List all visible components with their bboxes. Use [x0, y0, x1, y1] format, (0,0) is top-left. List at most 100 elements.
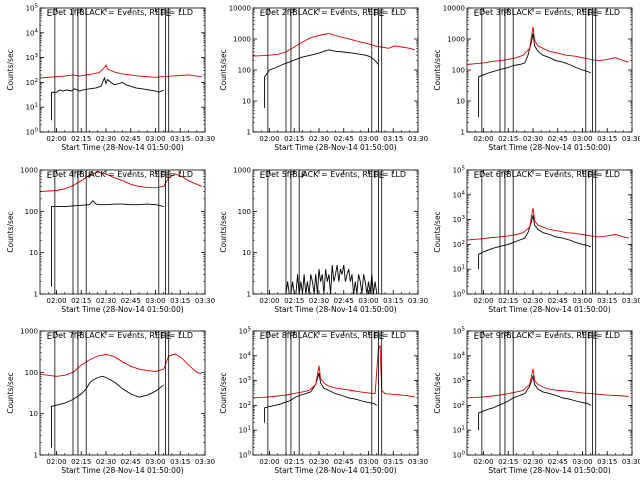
series-lld-line	[467, 207, 629, 241]
x-axis-label: Start Time (28-Nov-14 01:50:00)	[274, 466, 396, 475]
y-tick-label: 100	[452, 67, 465, 75]
series-events-line	[51, 375, 165, 448]
x-tick-label: 02:30	[96, 297, 116, 305]
y-tick-label: 104	[26, 28, 39, 37]
y-axis-label: Counts/sec	[6, 372, 15, 413]
y-tick-label: 103	[453, 376, 466, 385]
flag-label: E	[260, 332, 266, 342]
series-events-line	[51, 200, 164, 287]
detector-panel-3: E F FE 02:00 02:15 02:30 02:45 03:00 03:15 03:30 1…	[433, 5, 640, 153]
x-tick-label: 03:15	[170, 135, 190, 143]
panel-title: Det 7f BLACK = Events, RED = LLD	[52, 331, 193, 340]
flag-label: FE	[373, 171, 384, 181]
series-events-line	[285, 265, 378, 294]
y-axis-label: Counts/sec	[433, 49, 442, 90]
y-axis-label: Counts/sec	[433, 372, 442, 413]
x-axis-label: Start Time (28-Nov-14 01:50:00)	[61, 143, 183, 152]
x-tick-label: 02:00	[259, 458, 279, 466]
x-tick-label: 02:15	[284, 458, 304, 466]
x-tick-label: 03:15	[597, 297, 617, 305]
x-tick-label: 02:00	[46, 458, 66, 466]
y-tick-label: 103	[239, 376, 252, 385]
y-tick-label: 10000	[443, 5, 465, 13]
y-tick-label: 1	[247, 129, 251, 137]
y-tick-label: 10	[242, 249, 251, 257]
y-tick-label: 101	[453, 426, 465, 435]
y-tick-label: 102	[239, 401, 251, 410]
detector-panel-7: E F FE 02:00 02:15 02:30 02:45 03:00 03:15 03:30 1…	[6, 328, 215, 476]
x-tick-label: 02:30	[309, 458, 329, 466]
x-tick-label: 03:15	[170, 297, 190, 305]
plot-frame	[252, 7, 419, 133]
y-tick-label: 10	[456, 98, 465, 106]
x-tick-label: 03:00	[358, 297, 378, 305]
series-lld-line	[467, 368, 629, 399]
flag-label: F	[76, 332, 81, 342]
y-tick-label: 102	[26, 78, 38, 87]
series-events-line	[264, 49, 379, 108]
x-axis-label: Start Time (28-Nov-14 01:50:00)	[61, 305, 183, 314]
y-tick-label: 101	[453, 265, 465, 274]
series-events-line	[478, 215, 591, 270]
x-tick-label: 02:00	[473, 297, 493, 305]
x-tick-label: 03:15	[383, 458, 403, 466]
y-tick-label: 100	[453, 451, 466, 460]
flag-label: F	[76, 9, 81, 19]
flag-label: E	[474, 9, 480, 19]
x-tick-label: 02:00	[473, 135, 493, 143]
panel-title: Det 5f BLACK = Events, RED = LLD	[265, 170, 406, 179]
x-tick-label: 02:15	[71, 135, 91, 143]
x-tick-label: 02:45	[334, 458, 354, 466]
flag-label: E	[47, 171, 53, 181]
x-tick-label: 02:15	[284, 297, 304, 305]
panel-title: Det 2f BLACK = Events, RED = LLD	[265, 8, 406, 17]
x-tick-label: 02:30	[96, 135, 116, 143]
plot-frame	[252, 330, 419, 456]
y-axis-label: Counts/sec	[219, 372, 228, 413]
panel-title: Det 3f BLACK = Events, RED = LLD	[479, 8, 620, 17]
y-tick-label: 1000	[233, 167, 251, 175]
y-axis-label: Counts/sec	[433, 211, 442, 252]
x-tick-label: 02:00	[46, 135, 66, 143]
flag-label: F	[88, 171, 93, 181]
x-tick-label: 02:45	[548, 458, 568, 466]
x-tick-label: 02:45	[334, 297, 354, 305]
y-tick-label: 100	[25, 369, 38, 377]
y-tick-label: 105	[26, 4, 39, 13]
x-tick-label: 03:00	[145, 458, 165, 466]
flag-label: FE	[373, 332, 384, 342]
flag-label: E	[47, 332, 53, 342]
series-lld-line	[40, 353, 202, 377]
detector-panel-2: E F FE 02:00 02:15 02:30 02:45 03:00 03:15 03:30 1…	[219, 5, 428, 153]
y-tick-label: 100	[238, 67, 251, 75]
x-tick-label: 03:30	[408, 458, 428, 466]
series-lld-line	[253, 344, 415, 399]
series-lld-line	[467, 26, 629, 65]
panel-title: Det 8f BLACK = Events, RED = LLD	[265, 331, 406, 340]
x-tick-label: 03:15	[383, 135, 403, 143]
series-events-line	[264, 372, 378, 423]
y-tick-label: 100	[239, 451, 252, 460]
x-tick-label: 02:15	[498, 297, 518, 305]
y-tick-label: 103	[26, 53, 39, 62]
y-tick-label: 102	[453, 401, 465, 410]
x-tick-label: 03:30	[408, 297, 428, 305]
x-tick-label: 03:15	[383, 297, 403, 305]
series-events-line	[478, 33, 591, 118]
flag-label: FE	[587, 9, 598, 19]
x-tick-label: 03:00	[145, 135, 165, 143]
flag-label: FE	[160, 332, 171, 342]
detector-panel-4: E F F FE 02:00 02:15 02:30 02:45 03:00 03:15 03:30…	[6, 167, 215, 315]
y-tick-label: 10	[29, 410, 38, 418]
panel-title: Det 6f BLACK = Events, RED = LLD	[479, 170, 620, 179]
x-axis-label: Start Time (28-Nov-14 01:50:00)	[274, 143, 396, 152]
x-tick-label: 03:15	[597, 458, 617, 466]
x-axis-label: Start Time (28-Nov-14 01:50:00)	[274, 305, 396, 314]
x-tick-label: 03:00	[572, 297, 592, 305]
y-tick-label: 10	[242, 98, 251, 106]
x-tick-label: 02:45	[548, 135, 568, 143]
x-tick-label: 02:45	[121, 135, 141, 143]
y-tick-label: 100	[25, 208, 38, 216]
x-tick-label: 02:00	[46, 297, 66, 305]
series-lld-line	[40, 64, 202, 79]
